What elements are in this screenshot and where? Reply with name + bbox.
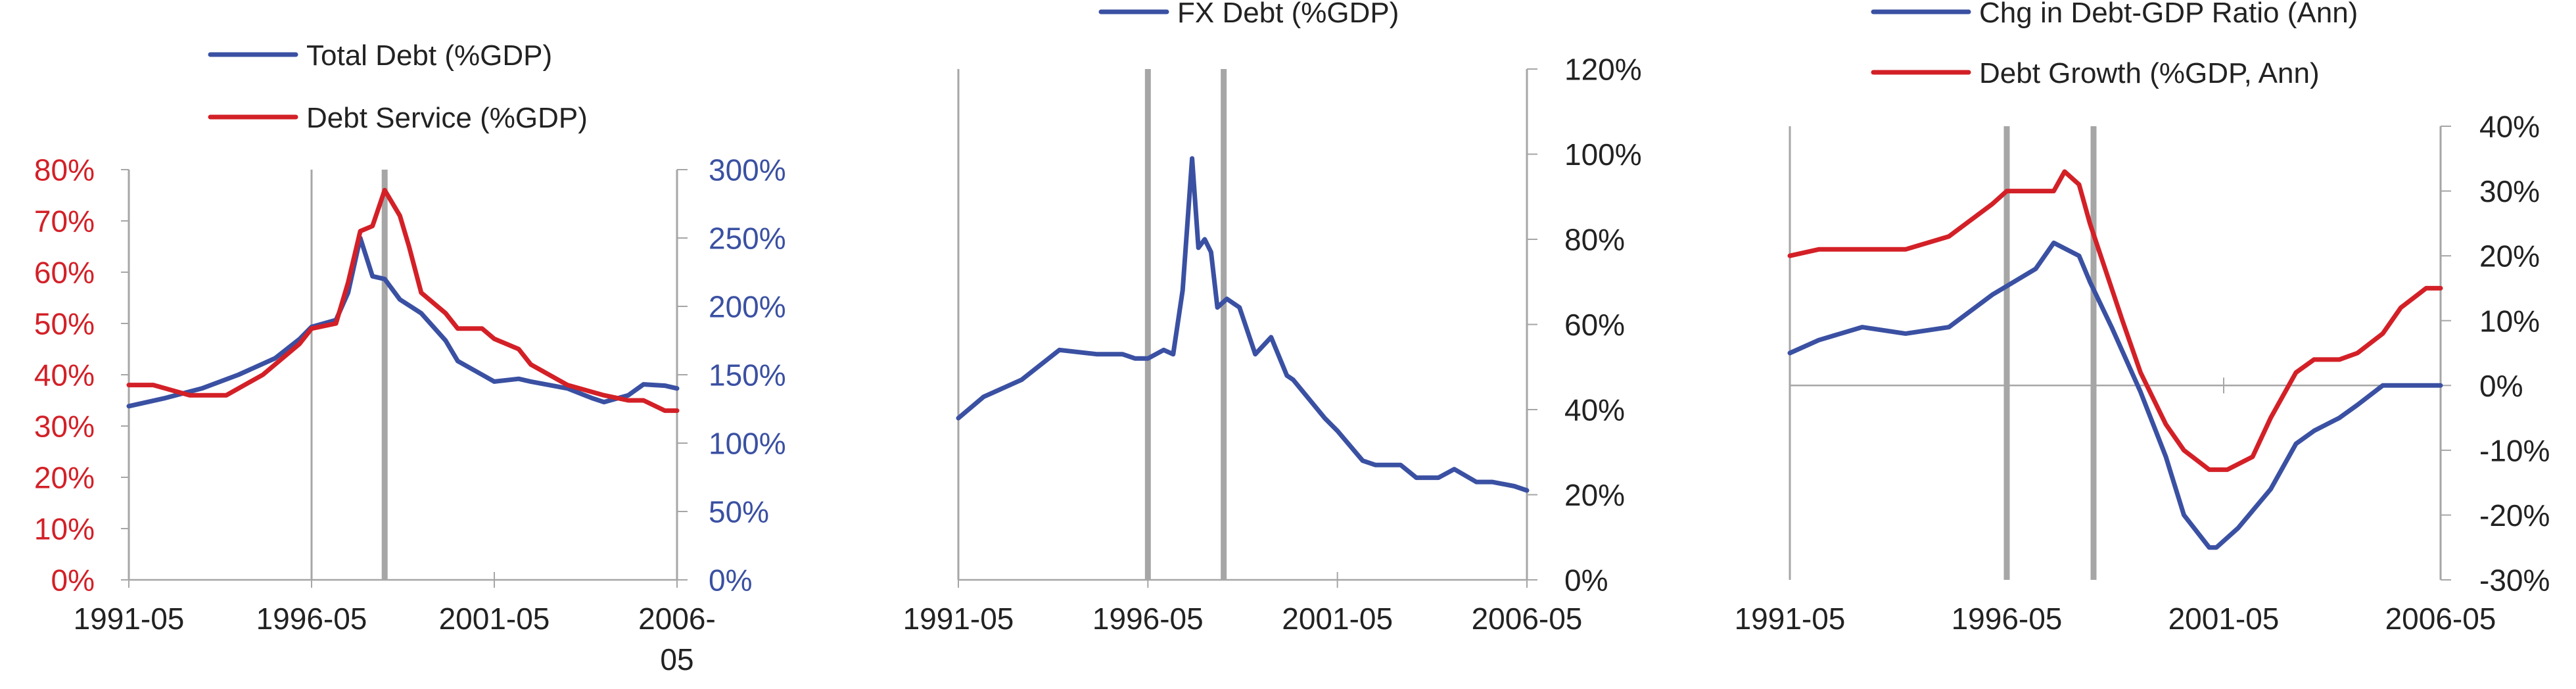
y-tick-label-right: 30%: [2479, 174, 2540, 208]
legend-label: Total Debt (%GDP): [306, 39, 552, 72]
x-tick-label: 2001-05: [1282, 602, 1393, 636]
y-tick-label-left: 10%: [34, 512, 95, 546]
y-tick-label-left: 60%: [34, 256, 95, 290]
y-tick-label-right: 300%: [709, 153, 786, 187]
x-tick-label: 1996-05: [1092, 602, 1204, 636]
y-tick-label-right: 250%: [709, 222, 786, 256]
x-tick-label: 2001-05: [2168, 602, 2280, 636]
series-line-total-debt-gdp: [126, 235, 680, 409]
y-tick-label-right: 200%: [709, 290, 786, 324]
legend-label: Debt Service (%GDP): [306, 102, 588, 134]
y-tick-label-right: 0%: [709, 563, 752, 598]
y-tick-label-right: 20%: [2479, 239, 2540, 273]
series-line-chg-in-debt-gdp-ratio-ann: [1787, 240, 2443, 550]
y-tick-label-right: 60%: [1564, 308, 1625, 342]
x-tick-label: 1991-05: [74, 602, 185, 636]
y-tick-label-right: 40%: [2479, 110, 2540, 144]
x-tick-label: 2006-05: [2385, 602, 2496, 636]
series-line-debt-growth-gdp-ann: [1787, 169, 2443, 472]
y-tick-label-left: 40%: [34, 358, 95, 392]
y-tick-label-right: -10%: [2479, 433, 2550, 467]
y-tick-label-left: 30%: [34, 410, 95, 444]
y-tick-label-right: 0%: [1564, 563, 1608, 598]
y-tick-label-right: -20%: [2479, 498, 2550, 533]
legend-label: Debt Growth (%GDP, Ann): [1979, 57, 2320, 89]
x-tick-label: 1991-05: [1735, 602, 1846, 636]
y-tick-label-right: 0%: [2479, 369, 2523, 403]
panel-debt-change-and-growth: -30% -20% -10% 0% 10% 20% 30% 40% 1991-05 1996-05…: [1735, 0, 2550, 636]
series-line-debt-service-gdp: [126, 187, 680, 414]
y-tick-label-right: 10%: [2479, 304, 2540, 338]
y-tick-label-right: -30%: [2479, 563, 2550, 598]
x-tick-label: 05: [660, 642, 693, 677]
y-tick-label-left: 80%: [34, 153, 95, 187]
y-tick-label-right: 40%: [1564, 393, 1625, 427]
y-tick-label-right: 20%: [1564, 478, 1625, 512]
y-tick-label-left: 20%: [34, 461, 95, 495]
x-tick-label: 1991-05: [903, 602, 1014, 636]
x-tick-label: 2001-05: [439, 602, 550, 636]
x-tick-label: 2006-: [638, 602, 716, 636]
y-tick-label-right: 150%: [709, 358, 786, 392]
y-tick-label-left: 0%: [51, 563, 95, 598]
panel-fx-debt: 0% 20% 40% 60% 80% 100% 120% 1991-05 1996-05 2001…: [903, 0, 1642, 636]
x-tick-label: 2006-05: [1472, 602, 1583, 636]
legend-label: FX Debt (%GDP): [1177, 0, 1399, 29]
y-tick-label-right: 120%: [1564, 53, 1642, 87]
y-tick-label-right: 80%: [1564, 223, 1625, 257]
x-tick-label: 1996-05: [256, 602, 367, 636]
x-tick-label: 1996-05: [1952, 602, 2063, 636]
y-tick-label-left: 50%: [34, 307, 95, 341]
series-line-fx-debt-gdp: [956, 156, 1530, 493]
y-tick-label-right: 100%: [1564, 137, 1642, 172]
y-tick-label-left: 70%: [34, 204, 95, 239]
legend-label: Chg in Debt-GDP Ratio (Ann): [1979, 0, 2358, 29]
y-tick-label-right: 50%: [709, 495, 769, 529]
panel-total-debt-and-debt-service: 0% 50% 100% 150% 200% 250% 300% 0% 10% 20% 30% 40% 5…: [34, 39, 786, 677]
y-tick-label-right: 100%: [709, 427, 786, 461]
